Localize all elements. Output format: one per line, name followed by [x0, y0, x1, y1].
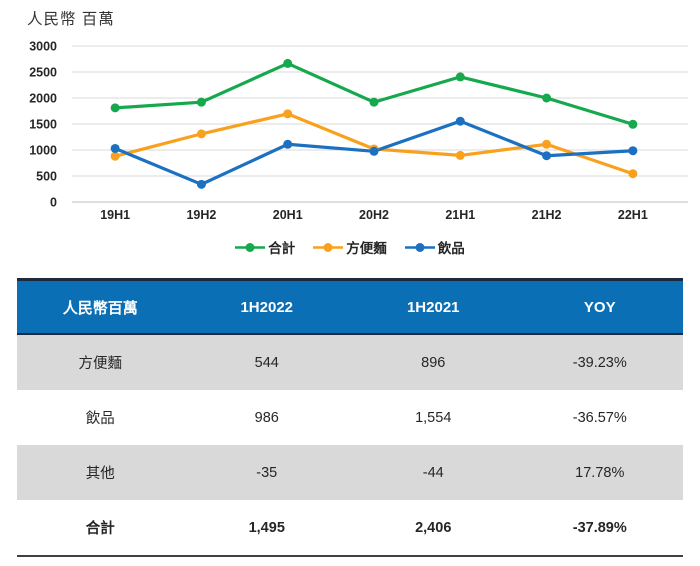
svg-text:2500: 2500	[29, 66, 57, 80]
table-header-row: 人民幣百萬 1H2022 1H2021 YOY	[17, 281, 683, 335]
legend-item-total: 合計	[235, 237, 295, 257]
table-header-cell-metric: 人民幣百萬	[17, 281, 184, 335]
svg-text:500: 500	[36, 170, 57, 184]
row-label: 飲品	[85, 411, 115, 427]
svg-text:20H2: 20H2	[359, 208, 389, 222]
row-label: 其他	[85, 466, 115, 482]
table-row-others: 其他 -35 -44 17.78%	[17, 445, 683, 500]
svg-text:22H1: 22H1	[618, 208, 648, 222]
legend-item-noodles: 方便麵	[313, 237, 387, 257]
chart-legend: 合計 方便麵 飲品	[0, 237, 700, 257]
table-row-drinks: 飲品 986 1,554 -36.57%	[17, 390, 683, 445]
svg-text:1000: 1000	[29, 144, 57, 158]
svg-text:19H2: 19H2	[186, 208, 216, 222]
table-row-total: 合計 1,495 2,406 -37.89%	[17, 500, 683, 555]
value-1h2021: 1,554	[415, 409, 452, 426]
table-row-noodles: 方便麵 544 896 -39.23%	[17, 334, 683, 390]
table-header-cell-1h2022: 1H2022	[183, 281, 350, 335]
legend-label: 飲品	[437, 241, 465, 256]
table-header-cell-yoy: YOY	[516, 281, 683, 335]
value-1h2022: 986	[254, 409, 279, 426]
svg-text:21H2: 21H2	[532, 208, 562, 222]
legend-line-dot-icon	[235, 242, 266, 252]
value-1h2022: -35	[256, 464, 278, 481]
legend-line-dot-icon	[404, 242, 435, 252]
chart-title: 人民幣 百萬	[27, 11, 115, 28]
value-yoy: -39.23%	[572, 354, 627, 371]
svg-text:0: 0	[50, 196, 57, 210]
value-1h2021: 2,406	[415, 519, 452, 536]
summary-table-grid: 人民幣百萬 1H2022 1H2021 YOY 方便麵 544 896 -39.…	[17, 281, 683, 555]
row-label: 方便麵	[78, 356, 123, 372]
revenue-line-chart: 人民幣 百萬 0 500 1000 1500 2000 2500 3000 19H1 19H2 2…	[0, 0, 700, 278]
legend-line-dot-icon	[313, 242, 344, 252]
line-chart-canvas: 0 500 1000 1500 2000 2500 3000 19H1 19H2 20H1 20H2…	[29, 40, 688, 222]
value-yoy: -37.89%	[572, 519, 627, 536]
svg-text:21H1: 21H1	[445, 208, 475, 222]
value-1h2022: 544	[254, 354, 279, 371]
table-header-cell-1h2021: 1H2021	[350, 281, 517, 335]
value-yoy: 17.78%	[575, 464, 625, 481]
legend-label: 合計	[268, 241, 296, 256]
value-1h2021: -44	[422, 464, 444, 481]
row-label: 合計	[85, 521, 115, 537]
summary-table: 人民幣百萬 1H2022 1H2021 YOY 方便麵 544 896 -39.…	[17, 278, 683, 557]
legend-item-drinks: 飲品	[404, 237, 465, 257]
value-yoy: -36.57%	[572, 409, 627, 426]
svg-text:19H1: 19H1	[100, 208, 130, 222]
svg-text:3000: 3000	[29, 40, 57, 54]
svg-text:20H1: 20H1	[273, 208, 303, 222]
legend-label: 方便麵	[346, 241, 387, 256]
svg-text:2000: 2000	[29, 92, 57, 106]
value-1h2021: 896	[421, 354, 446, 371]
value-1h2022: 1,495	[248, 519, 285, 536]
svg-text:1500: 1500	[29, 118, 57, 132]
